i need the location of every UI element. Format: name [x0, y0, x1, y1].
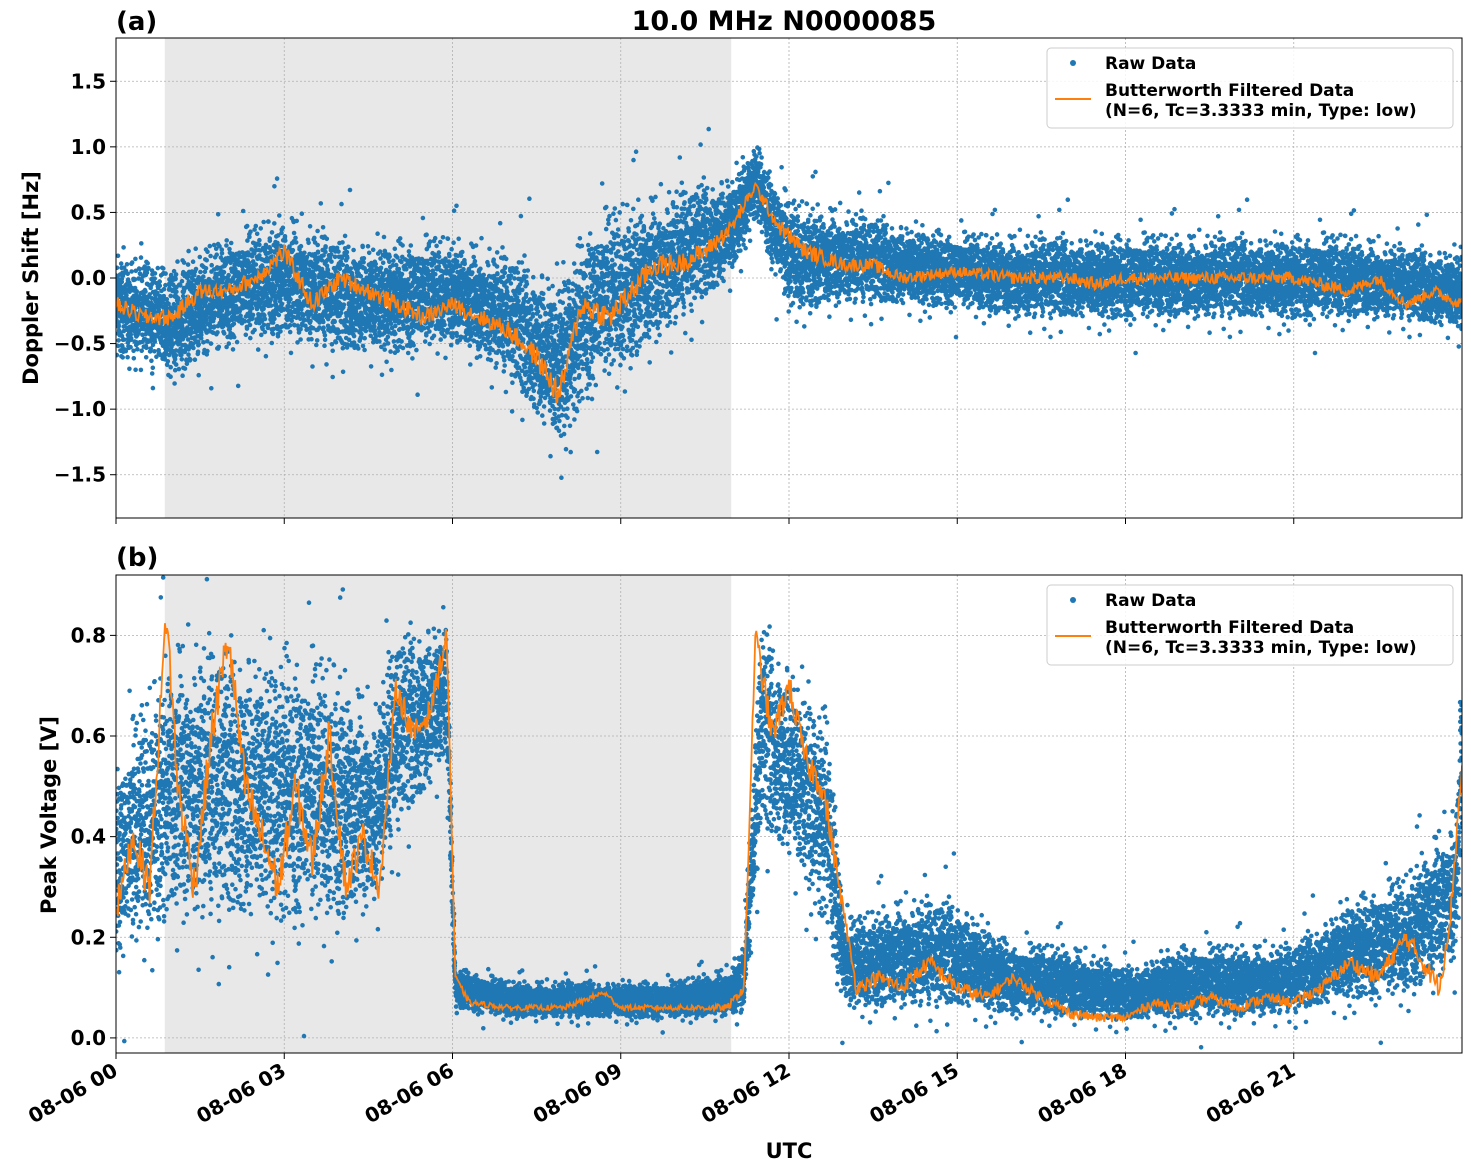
panel-voltage: (b) 0.0 0.2 0.4 0.6 0.8 08-06 00 08-06 03 08-06…	[24, 521, 1464, 1128]
x-tick-label: 08-06 00	[24, 1058, 122, 1128]
x-tick-label: 08-06 06	[361, 1058, 459, 1128]
y-tick-label: −1.0	[54, 397, 106, 421]
x-axis-label: UTC	[766, 1139, 813, 1163]
legend-filtered-label: Butterworth Filtered Data	[1105, 618, 1354, 638]
y-tick-label: 0.4	[71, 825, 106, 849]
y-tick-label: 1.5	[71, 69, 106, 93]
x-tick-label: 08-06 18	[1034, 1058, 1132, 1128]
y-tick-label: 0.6	[71, 724, 106, 748]
x-tick-label: 08-06 21	[1202, 1058, 1300, 1128]
legend-filtered-label: Butterworth Filtered Data	[1105, 81, 1354, 101]
x-tick-label: 08-06 03	[192, 1058, 290, 1128]
panel-a-label: (a)	[116, 7, 157, 37]
panel-a-ylabel: Doppler Shift [Hz]	[19, 171, 43, 385]
legend-raw-label: Raw Data	[1105, 591, 1196, 611]
y-tick-label: 1.0	[71, 135, 106, 159]
legend: Raw Data Butterworth Filtered Data(N=6, T…	[1047, 48, 1453, 128]
legend-filtered-params: (N=6, Tc=3.3333 min, Type: low)	[1105, 638, 1417, 658]
figure-title: 10.0 MHz N0000085	[632, 6, 937, 37]
panel-b-plot: 0.0 0.2 0.4 0.6 0.8 08-06 00 08-06 03 08-06 06 0…	[24, 521, 1464, 1128]
panel-b-ylabel: Peak Voltage [V]	[37, 716, 61, 914]
panel-a-plot: −1.5 −1.0 −0.5 0.0 0.5 1.0 1.5 Raw Data Butterwo…	[54, 38, 1464, 524]
y-tick-label: −0.5	[54, 332, 106, 356]
y-tick-label: −1.5	[54, 463, 106, 487]
legend-filtered-params: (N=6, Tc=3.3333 min, Type: low)	[1105, 101, 1417, 121]
x-tick-label: 08-06 15	[865, 1058, 963, 1128]
legend-raw-label: Raw Data	[1105, 54, 1196, 74]
y-tick-label: 0.2	[71, 925, 106, 949]
legend: Raw Data Butterworth Filtered Data(N=6, T…	[1047, 585, 1453, 665]
y-tick-label: 0.8	[71, 623, 106, 647]
panel-b-label: (b)	[116, 543, 158, 573]
legend-raw-marker	[1070, 60, 1076, 66]
x-tick-label: 08-06 12	[697, 1058, 795, 1128]
panel-doppler: (a) −1.5 −1.0 −0.5 0.0 0.5 1.0 1.5 Raw Data Butt…	[19, 7, 1464, 524]
x-tick-label: 08-06 09	[529, 1058, 627, 1128]
y-tick-label: 0.0	[71, 1026, 106, 1050]
y-tick-label: 0.0	[71, 266, 106, 290]
legend-raw-marker	[1070, 597, 1076, 603]
y-tick-label: 0.5	[71, 200, 106, 224]
